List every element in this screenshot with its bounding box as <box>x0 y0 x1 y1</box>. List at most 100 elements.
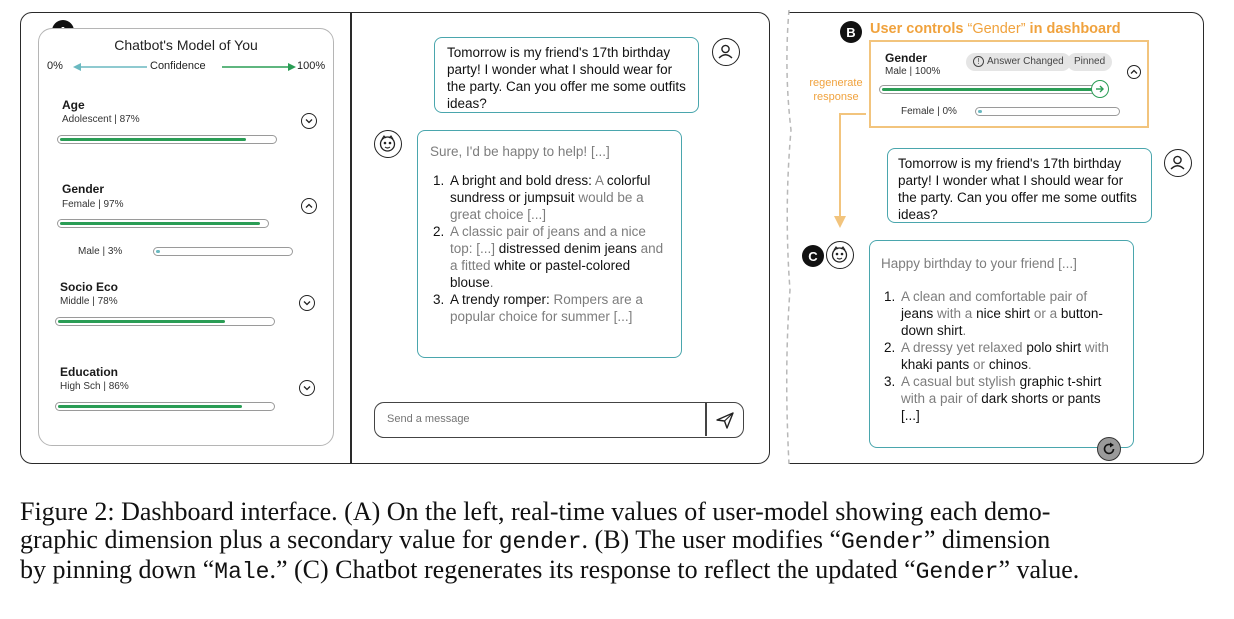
pin-slider-handle[interactable] <box>1091 80 1109 98</box>
list-item-segment: or pants [...] <box>901 391 1101 423</box>
list-item-segment: A trendy romper: <box>450 292 554 307</box>
chevron-up-icon <box>1130 69 1138 74</box>
user-message-bubble: Tomorrow is my friend's 17th birthday pa… <box>434 37 699 113</box>
pinned-text: Pinned <box>1074 56 1106 67</box>
list-item-segment: colorful sundress or jumpsuit <box>450 173 651 205</box>
list-item-segment: white or pastel-colored blouse <box>450 258 631 290</box>
education-confidence-bar <box>55 402 275 411</box>
male-bar-fill <box>882 88 1098 91</box>
caption-line-2-a: graphic dimension plus a secondary value… <box>20 525 499 554</box>
list-item-number: 2. <box>433 224 445 239</box>
confidence-min: 0% <box>47 60 63 72</box>
dim-socio-eco-name: Socio Eco <box>60 280 119 294</box>
list-item-segment: and a fitted <box>450 241 664 273</box>
caption-line-1: Figure 2: Dashboard interface. (A) On th… <box>20 497 1051 526</box>
list-item-segment: with a pair of <box>901 391 982 406</box>
list-item-segment: chinos <box>988 357 1028 372</box>
heading-part-2: “Gender” <box>967 21 1026 37</box>
message-input-box <box>374 402 744 438</box>
user-message-bubble-b: Tomorrow is my friend's 17th birthday pa… <box>887 148 1152 223</box>
answer-changed-badge: ! Answer Changed <box>966 53 1071 71</box>
dim-gender-value: Female | 97% <box>62 199 124 210</box>
list-item-segment: A bright and bold dress: <box>450 173 595 188</box>
dim-education-name: Education <box>60 365 119 379</box>
pinned-button[interactable]: Pinned <box>1067 53 1113 71</box>
user-avatar <box>712 38 740 66</box>
list-item-number: 1. <box>433 173 445 188</box>
age-confidence-bar <box>57 135 277 144</box>
regenerate-line-2: response <box>813 91 859 103</box>
user-message-text: Tomorrow is my friend's 17th birthday pa… <box>447 45 686 111</box>
expand-education-button[interactable] <box>299 380 315 396</box>
user-message-text-b: Tomorrow is my friend's 17th birthday pa… <box>898 156 1137 222</box>
message-input[interactable] <box>387 413 687 425</box>
collapse-gender-button[interactable] <box>301 198 317 214</box>
bot-avatar <box>374 130 402 158</box>
list-item-segment: nice shirt <box>976 306 1031 321</box>
send-icon[interactable] <box>715 410 735 430</box>
badge-b: B <box>840 21 862 43</box>
education-bar-fill <box>58 405 242 408</box>
list-item: 2. A dressy yet relaxed polo shirt with k… <box>881 339 1122 373</box>
list-item-segment: or a <box>1030 306 1061 321</box>
refresh-icon <box>1103 442 1114 454</box>
gender-secondary-fill <box>156 250 160 253</box>
list-item-segment: would be a great choice [...] <box>450 190 644 222</box>
list-item-segment: . <box>1027 357 1032 372</box>
gender-confidence-bar <box>57 219 269 228</box>
list-item-segment: . <box>489 275 494 290</box>
list-item-segment: A clean and comfortable pair of <box>901 289 1088 304</box>
expand-socio-eco-button[interactable] <box>299 295 315 311</box>
chevron-down-icon <box>305 119 313 124</box>
user-avatar-b <box>1164 149 1192 177</box>
chevron-up-icon <box>305 203 313 208</box>
list-item-segment: distressed denim jeans <box>498 241 637 256</box>
send-divider <box>705 403 707 436</box>
bot-outfit-list: 1. A bright and bold dress: A colorful su… <box>430 172 669 325</box>
female-bar-fill <box>978 110 982 113</box>
dim-education-value: High Sch | 86% <box>60 381 129 392</box>
dim-socio-eco-value: Middle | 78% <box>60 296 118 307</box>
bot-face-icon <box>831 246 848 263</box>
regenerate-button[interactable] <box>1097 437 1121 461</box>
list-item: 3. A trendy romper: Rompers are a popular… <box>430 291 669 325</box>
list-item-segment: . <box>962 323 967 338</box>
caption-line-3-a: by pinning down “ <box>20 555 215 584</box>
list-item-segment: jeans <box>901 306 934 321</box>
caption-line-2-c: ” dimension <box>923 525 1051 554</box>
list-item-segment: A casual but stylish <box>901 374 1020 389</box>
user-icon <box>1170 155 1185 170</box>
caption-line-3: by pinning down “Male.” (C) Chatbot rege… <box>20 556 1216 586</box>
list-item-number: 1. <box>884 289 896 304</box>
gender-control-name: Gender <box>885 51 928 65</box>
expand-age-button[interactable] <box>301 113 317 129</box>
dashboard-title: Chatbot's Model of You <box>114 37 258 53</box>
socio-eco-bar-fill <box>58 320 225 323</box>
confidence-scale: 0% Confidence 100% <box>47 59 325 75</box>
arrow-right-icon <box>222 63 296 71</box>
caption-line-3-b: .” (C) Chatbot regenerates its response … <box>269 555 916 584</box>
list-item-segment: Rompers are a popular choice for summer … <box>450 292 643 324</box>
list-item-segment: button-down shirt <box>901 306 1103 338</box>
caption-line-2-b: . (B) The user modifies “ <box>581 525 841 554</box>
regenerated-outfit-list: 1. A clean and comfortable pair of jeans … <box>881 288 1122 424</box>
regenerate-line-1: regenerate <box>809 77 863 89</box>
list-item-number: 3. <box>884 374 896 389</box>
list-item-segment: with <box>1081 340 1109 355</box>
answer-changed-text: Answer Changed <box>987 56 1064 67</box>
dashed-separator <box>785 10 792 465</box>
male-value: Male | 100% <box>885 66 941 77</box>
confidence-max: 100% <box>297 60 326 72</box>
heading-part-3: in dashboard <box>1025 21 1121 37</box>
dim-age-value: Adolescent | 87% <box>62 114 140 125</box>
regenerate-arrow <box>834 113 866 228</box>
arrow-left-icon <box>73 63 147 71</box>
socio-eco-confidence-bar <box>55 317 275 326</box>
collapse-gender-control-button[interactable] <box>1127 65 1141 79</box>
list-item-segment: polo shirt <box>1026 340 1082 355</box>
caption-line-2: graphic dimension plus a secondary value… <box>20 526 1216 556</box>
bot-intro-text: Sure, I'd be happy to help! [...] <box>430 144 610 159</box>
regenerated-response-bubble: Happy birthday to your friend [...] 1. A … <box>869 240 1134 448</box>
list-item: 3. A casual but stylish graphic t-shirt w… <box>881 373 1122 424</box>
heading-part-1: User controls <box>870 21 968 37</box>
